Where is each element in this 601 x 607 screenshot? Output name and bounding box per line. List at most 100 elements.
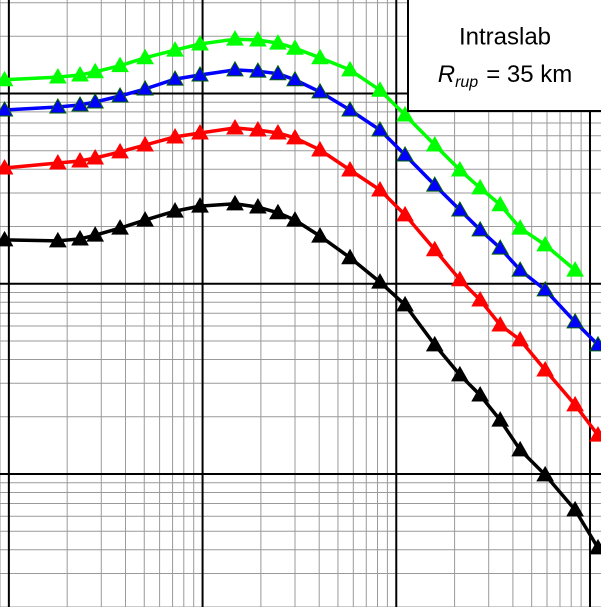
triangle-marker	[269, 203, 287, 220]
triangle-marker	[425, 335, 444, 352]
triangle-marker	[48, 231, 67, 248]
triangle-marker	[471, 386, 490, 402]
triangle-marker	[341, 161, 359, 177]
triangle-marker	[341, 248, 359, 265]
triangle-marker	[48, 154, 67, 170]
triangle-marker	[451, 161, 469, 177]
triangle-marker	[451, 270, 469, 287]
triangle-marker	[86, 149, 105, 165]
triangle-marker	[589, 335, 601, 352]
annotation-symbol: R	[438, 61, 455, 88]
triangle-marker	[111, 219, 129, 235]
triangle-marker	[286, 128, 304, 145]
triangle-marker	[536, 280, 555, 297]
annotation-title: Intraslab	[459, 23, 551, 50]
triangle-marker	[425, 136, 444, 152]
triangle-marker	[371, 180, 389, 197]
triangle-marker	[48, 68, 67, 84]
triangle-marker	[226, 30, 244, 46]
triangle-marker	[111, 86, 129, 103]
triangle-marker	[71, 151, 89, 168]
triangle-marker	[86, 93, 105, 109]
triangle-marker	[249, 62, 267, 78]
triangle-marker	[286, 211, 304, 227]
triangle-marker	[491, 315, 510, 332]
annotation-text: Rrup = 35 km	[438, 61, 573, 91]
triangle-marker	[191, 123, 209, 140]
triangle-marker	[341, 60, 359, 77]
triangle-marker	[566, 500, 584, 517]
triangle-marker	[166, 202, 184, 218]
triangle-marker	[536, 361, 555, 377]
triangle-marker	[166, 70, 184, 86]
triangle-marker	[191, 34, 209, 51]
triangle-marker	[226, 118, 244, 135]
triangle-marker	[425, 240, 444, 257]
triangle-marker	[451, 365, 469, 382]
triangle-marker	[0, 158, 14, 175]
triangle-marker	[566, 312, 584, 329]
triangle-marker	[371, 81, 389, 97]
triangle-marker	[0, 230, 14, 247]
triangle-marker	[166, 41, 184, 57]
annotation-box: Intraslab Rrup = 35 km	[407, 0, 601, 112]
triangle-marker	[71, 95, 89, 112]
triangle-marker	[311, 82, 329, 99]
triangle-marker	[286, 70, 304, 87]
triangle-marker	[249, 31, 267, 47]
triangle-marker	[471, 290, 490, 307]
triangle-marker	[589, 426, 601, 442]
annotation-value: = 35 km	[486, 61, 572, 88]
triangle-marker	[536, 465, 555, 482]
triangle-marker	[536, 235, 555, 252]
triangle-marker	[166, 127, 184, 144]
triangle-marker	[425, 176, 444, 192]
triangle-marker	[226, 194, 244, 211]
triangle-marker	[71, 66, 89, 82]
triangle-marker	[269, 64, 287, 81]
triangle-marker	[0, 70, 14, 87]
triangle-marker	[311, 140, 329, 157]
triangle-marker	[371, 273, 389, 289]
triangle-marker	[191, 197, 209, 213]
triangle-marker	[566, 261, 584, 277]
series-line	[4, 126, 600, 437]
triangle-marker	[311, 48, 329, 65]
triangle-marker	[286, 39, 304, 55]
triangle-marker	[249, 120, 267, 137]
triangle-marker	[71, 229, 89, 246]
triangle-marker	[589, 538, 601, 555]
triangle-marker	[471, 178, 490, 195]
triangle-marker	[491, 411, 510, 427]
triangle-marker	[269, 34, 287, 50]
triangle-marker	[249, 198, 267, 214]
triangle-marker	[111, 56, 129, 73]
triangle-marker	[396, 295, 414, 312]
triangle-marker	[511, 219, 530, 235]
triangle-marker	[511, 440, 530, 457]
triangle-marker	[311, 227, 329, 243]
triangle-marker	[136, 79, 154, 96]
triangle-marker	[136, 136, 154, 152]
annotation-frame	[407, 0, 601, 112]
triangle-marker	[491, 195, 510, 212]
triangle-marker	[48, 98, 67, 114]
triangle-marker	[471, 220, 490, 237]
triangle-marker	[341, 100, 359, 117]
triangle-marker	[191, 66, 209, 82]
triangle-marker	[0, 100, 14, 117]
triangle-marker	[86, 62, 105, 79]
triangle-marker	[491, 239, 510, 255]
triangle-marker	[396, 145, 414, 162]
triangle-marker	[226, 60, 244, 77]
triangle-marker	[396, 105, 414, 122]
plot-area	[0, 30, 601, 555]
triangle-marker	[511, 330, 530, 347]
triangle-marker	[396, 205, 414, 222]
triangle-marker	[111, 142, 129, 159]
triangle-marker	[371, 120, 389, 137]
triangle-marker	[269, 123, 287, 140]
triangle-marker	[511, 261, 530, 277]
triangle-marker	[86, 226, 105, 242]
